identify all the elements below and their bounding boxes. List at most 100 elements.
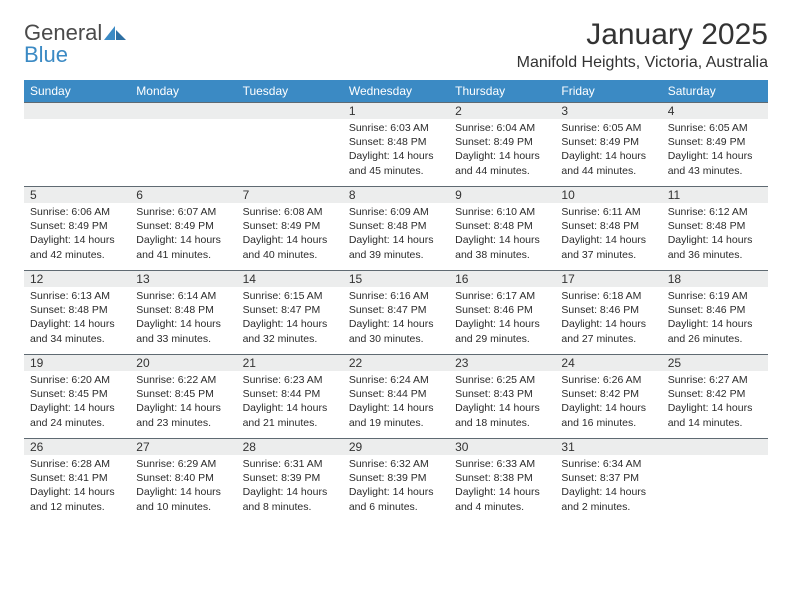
sunrise-text: Sunrise: 6:12 AM	[668, 205, 762, 219]
calendar-day-cell: 5Sunrise: 6:06 AMSunset: 8:49 PMDaylight…	[24, 186, 130, 270]
calendar-day-cell	[24, 102, 130, 186]
calendar-day-cell: 19Sunrise: 6:20 AMSunset: 8:45 PMDayligh…	[24, 354, 130, 438]
day-number: 9	[449, 186, 555, 203]
logo-text: General Blue	[24, 22, 126, 66]
calendar-week-row: 19Sunrise: 6:20 AMSunset: 8:45 PMDayligh…	[24, 354, 768, 438]
sunrise-text: Sunrise: 6:10 AM	[455, 205, 549, 219]
calendar-week-row: 26Sunrise: 6:28 AMSunset: 8:41 PMDayligh…	[24, 438, 768, 522]
calendar-day-cell: 10Sunrise: 6:11 AMSunset: 8:48 PMDayligh…	[555, 186, 661, 270]
daylight-text: Daylight: 14 hours and 10 minutes.	[136, 485, 230, 513]
calendar-day-cell: 8Sunrise: 6:09 AMSunset: 8:48 PMDaylight…	[343, 186, 449, 270]
sunrise-text: Sunrise: 6:31 AM	[243, 457, 337, 471]
day-number: 21	[237, 354, 343, 371]
sunrise-text: Sunrise: 6:25 AM	[455, 373, 549, 387]
sunrise-text: Sunrise: 6:29 AM	[136, 457, 230, 471]
daylight-text: Daylight: 14 hours and 23 minutes.	[136, 401, 230, 429]
day-body: Sunrise: 6:17 AMSunset: 8:46 PMDaylight:…	[449, 287, 555, 350]
sunrise-text: Sunrise: 6:18 AM	[561, 289, 655, 303]
calendar-day-cell: 23Sunrise: 6:25 AMSunset: 8:43 PMDayligh…	[449, 354, 555, 438]
day-number: 11	[662, 186, 768, 203]
daylight-text: Daylight: 14 hours and 16 minutes.	[561, 401, 655, 429]
daylight-text: Daylight: 14 hours and 2 minutes.	[561, 485, 655, 513]
calendar-day-cell: 27Sunrise: 6:29 AMSunset: 8:40 PMDayligh…	[130, 438, 236, 522]
sunrise-text: Sunrise: 6:05 AM	[561, 121, 655, 135]
day-body: Sunrise: 6:15 AMSunset: 8:47 PMDaylight:…	[237, 287, 343, 350]
sunrise-text: Sunrise: 6:23 AM	[243, 373, 337, 387]
sunrise-text: Sunrise: 6:13 AM	[30, 289, 124, 303]
sunrise-text: Sunrise: 6:03 AM	[349, 121, 443, 135]
calendar-day-cell: 17Sunrise: 6:18 AMSunset: 8:46 PMDayligh…	[555, 270, 661, 354]
daylight-text: Daylight: 14 hours and 29 minutes.	[455, 317, 549, 345]
day-body: Sunrise: 6:03 AMSunset: 8:48 PMDaylight:…	[343, 119, 449, 182]
calendar-day-cell: 26Sunrise: 6:28 AMSunset: 8:41 PMDayligh…	[24, 438, 130, 522]
sunrise-text: Sunrise: 6:19 AM	[668, 289, 762, 303]
day-number: 8	[343, 186, 449, 203]
day-body: Sunrise: 6:16 AMSunset: 8:47 PMDaylight:…	[343, 287, 449, 350]
sunset-text: Sunset: 8:39 PM	[349, 471, 443, 485]
daylight-text: Daylight: 14 hours and 44 minutes.	[455, 149, 549, 177]
sunset-text: Sunset: 8:37 PM	[561, 471, 655, 485]
sunrise-text: Sunrise: 6:27 AM	[668, 373, 762, 387]
daylight-text: Daylight: 14 hours and 42 minutes.	[30, 233, 124, 261]
calendar-day-cell: 12Sunrise: 6:13 AMSunset: 8:48 PMDayligh…	[24, 270, 130, 354]
sunset-text: Sunset: 8:49 PM	[136, 219, 230, 233]
sunrise-text: Sunrise: 6:22 AM	[136, 373, 230, 387]
sunset-text: Sunset: 8:46 PM	[668, 303, 762, 317]
weekday-header: Saturday	[662, 80, 768, 102]
calendar-day-cell: 28Sunrise: 6:31 AMSunset: 8:39 PMDayligh…	[237, 438, 343, 522]
sunrise-text: Sunrise: 6:17 AM	[455, 289, 549, 303]
calendar-week-row: 12Sunrise: 6:13 AMSunset: 8:48 PMDayligh…	[24, 270, 768, 354]
sunset-text: Sunset: 8:43 PM	[455, 387, 549, 401]
day-number: 19	[24, 354, 130, 371]
calendar-day-cell: 16Sunrise: 6:17 AMSunset: 8:46 PMDayligh…	[449, 270, 555, 354]
sunset-text: Sunset: 8:47 PM	[349, 303, 443, 317]
daylight-text: Daylight: 14 hours and 36 minutes.	[668, 233, 762, 261]
day-body: Sunrise: 6:29 AMSunset: 8:40 PMDaylight:…	[130, 455, 236, 518]
calendar-day-cell: 6Sunrise: 6:07 AMSunset: 8:49 PMDaylight…	[130, 186, 236, 270]
weekday-header-row: SundayMondayTuesdayWednesdayThursdayFrid…	[24, 80, 768, 102]
day-number: 7	[237, 186, 343, 203]
daylight-text: Daylight: 14 hours and 37 minutes.	[561, 233, 655, 261]
day-number: 16	[449, 270, 555, 287]
day-number: 31	[555, 438, 661, 455]
daylight-text: Daylight: 14 hours and 24 minutes.	[30, 401, 124, 429]
weekday-header: Wednesday	[343, 80, 449, 102]
sunset-text: Sunset: 8:45 PM	[136, 387, 230, 401]
calendar-day-cell: 30Sunrise: 6:33 AMSunset: 8:38 PMDayligh…	[449, 438, 555, 522]
day-body: Sunrise: 6:19 AMSunset: 8:46 PMDaylight:…	[662, 287, 768, 350]
day-body: Sunrise: 6:26 AMSunset: 8:42 PMDaylight:…	[555, 371, 661, 434]
daylight-text: Daylight: 14 hours and 30 minutes.	[349, 317, 443, 345]
month-title: January 2025	[517, 18, 768, 52]
calendar-day-cell: 29Sunrise: 6:32 AMSunset: 8:39 PMDayligh…	[343, 438, 449, 522]
sunset-text: Sunset: 8:48 PM	[455, 219, 549, 233]
calendar-day-cell	[662, 438, 768, 522]
day-number: 18	[662, 270, 768, 287]
day-number: 23	[449, 354, 555, 371]
day-body: Sunrise: 6:10 AMSunset: 8:48 PMDaylight:…	[449, 203, 555, 266]
logo: General Blue	[24, 18, 126, 66]
weekday-header: Sunday	[24, 80, 130, 102]
daylight-text: Daylight: 14 hours and 21 minutes.	[243, 401, 337, 429]
day-body: Sunrise: 6:27 AMSunset: 8:42 PMDaylight:…	[662, 371, 768, 434]
day-number: 25	[662, 354, 768, 371]
sunset-text: Sunset: 8:45 PM	[30, 387, 124, 401]
daylight-text: Daylight: 14 hours and 32 minutes.	[243, 317, 337, 345]
day-number: 6	[130, 186, 236, 203]
sunset-text: Sunset: 8:41 PM	[30, 471, 124, 485]
sunset-text: Sunset: 8:48 PM	[136, 303, 230, 317]
calendar-day-cell: 2Sunrise: 6:04 AMSunset: 8:49 PMDaylight…	[449, 102, 555, 186]
sunrise-text: Sunrise: 6:34 AM	[561, 457, 655, 471]
daylight-text: Daylight: 14 hours and 33 minutes.	[136, 317, 230, 345]
daylight-text: Daylight: 14 hours and 45 minutes.	[349, 149, 443, 177]
day-body: Sunrise: 6:23 AMSunset: 8:44 PMDaylight:…	[237, 371, 343, 434]
day-body: Sunrise: 6:25 AMSunset: 8:43 PMDaylight:…	[449, 371, 555, 434]
sunset-text: Sunset: 8:48 PM	[668, 219, 762, 233]
sunset-text: Sunset: 8:49 PM	[30, 219, 124, 233]
daylight-text: Daylight: 14 hours and 8 minutes.	[243, 485, 337, 513]
daylight-text: Daylight: 14 hours and 38 minutes.	[455, 233, 549, 261]
day-number	[237, 102, 343, 119]
day-number: 13	[130, 270, 236, 287]
sunrise-text: Sunrise: 6:11 AM	[561, 205, 655, 219]
sunset-text: Sunset: 8:48 PM	[349, 135, 443, 149]
calendar-body: 1Sunrise: 6:03 AMSunset: 8:48 PMDaylight…	[24, 102, 768, 522]
